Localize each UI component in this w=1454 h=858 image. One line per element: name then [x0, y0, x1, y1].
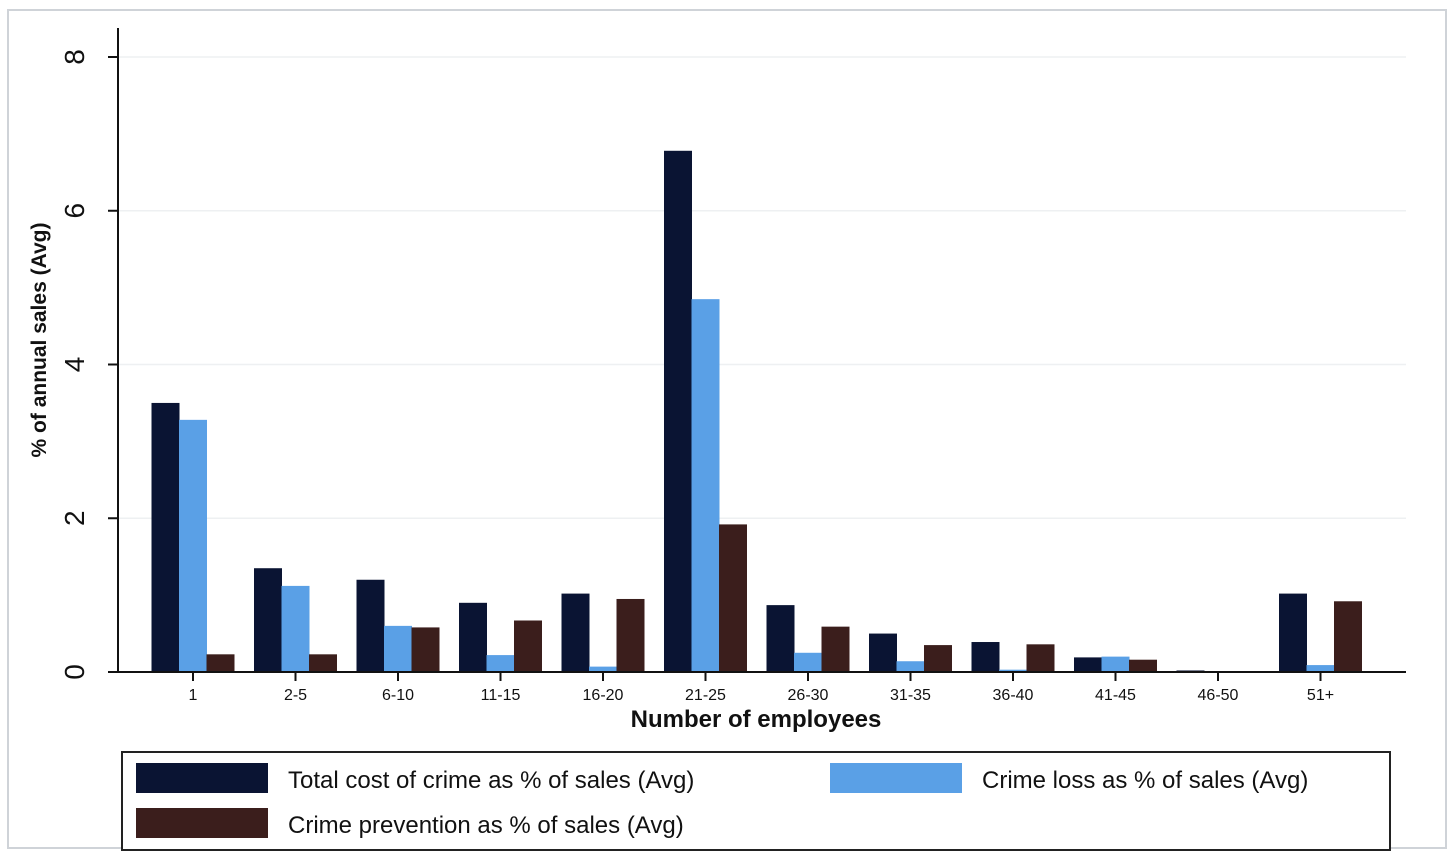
y-axis-label: % of annual sales (Avg) [28, 223, 51, 458]
bar [1334, 601, 1362, 672]
x-tick-label: 1 [189, 687, 198, 704]
x-tick-label: 46-50 [1198, 687, 1239, 704]
bar [356, 579, 385, 672]
bar [691, 299, 720, 672]
bar [486, 655, 515, 672]
bar [459, 602, 487, 672]
bar [151, 402, 180, 672]
legend-label: Crime loss as % of sales (Avg) [982, 767, 1308, 794]
bar [794, 652, 822, 672]
x-tick-label: 11-15 [481, 687, 521, 704]
x-tick-label: 31-35 [890, 687, 931, 704]
bar [869, 633, 897, 672]
bar [821, 626, 850, 672]
bar [999, 669, 1027, 672]
x-tick-label: 16-20 [583, 687, 624, 704]
bar [766, 605, 795, 672]
legend-swatch [830, 763, 962, 793]
legend-box [121, 751, 1391, 851]
bar [1101, 656, 1130, 672]
bar [1306, 665, 1335, 672]
bar [664, 150, 692, 673]
bar [179, 419, 207, 672]
bar [1279, 593, 1307, 672]
bar [281, 585, 310, 672]
y-tick-label: 4 [59, 357, 90, 373]
y-tick-label: 2 [59, 510, 90, 526]
bar [589, 666, 617, 672]
bar [206, 654, 235, 672]
y-ticks: 0 2 4 6 8 [59, 49, 118, 680]
x-ticks: 1 2-5 6-10 11-15 16-20 21-25 26-30 31-35 36-40 41… [189, 672, 1334, 704]
x-tick-label: 2-5 [284, 687, 307, 704]
bar [1129, 659, 1157, 672]
x-tick-label: 26-30 [788, 687, 829, 704]
legend-swatch [136, 808, 268, 838]
x-tick-label: 21-25 [685, 687, 726, 704]
y-tick-label: 0 [59, 664, 90, 680]
x-axis-label: Number of employees [631, 706, 882, 733]
bar [616, 598, 645, 672]
bar [1074, 657, 1102, 672]
y-tick-label: 6 [59, 203, 90, 219]
plot-area [118, 28, 1406, 673]
legend: Total cost of crime as % of sales (Avg) C… [136, 763, 1308, 839]
bar [896, 661, 925, 672]
bar [971, 642, 1000, 672]
bar [514, 620, 542, 672]
bar [384, 625, 412, 672]
bar [561, 593, 590, 672]
bars-layer [151, 150, 1362, 673]
grid-layer [118, 56, 1406, 519]
bar [924, 645, 952, 672]
legend-label: Crime prevention as % of sales (Avg) [288, 812, 684, 839]
y-tick-label: 8 [59, 49, 90, 65]
x-tick-label: 41-45 [1095, 687, 1136, 704]
bar [254, 568, 282, 672]
legend-label: Total cost of crime as % of sales (Avg) [288, 767, 694, 794]
x-tick-label: 36-40 [993, 687, 1034, 704]
x-tick-label: 51+ [1307, 687, 1334, 704]
bar [1026, 644, 1055, 672]
bar [309, 654, 337, 672]
x-tick-label: 6-10 [382, 687, 414, 704]
bar [411, 627, 440, 672]
legend-swatch [136, 763, 268, 793]
bar [719, 524, 747, 672]
